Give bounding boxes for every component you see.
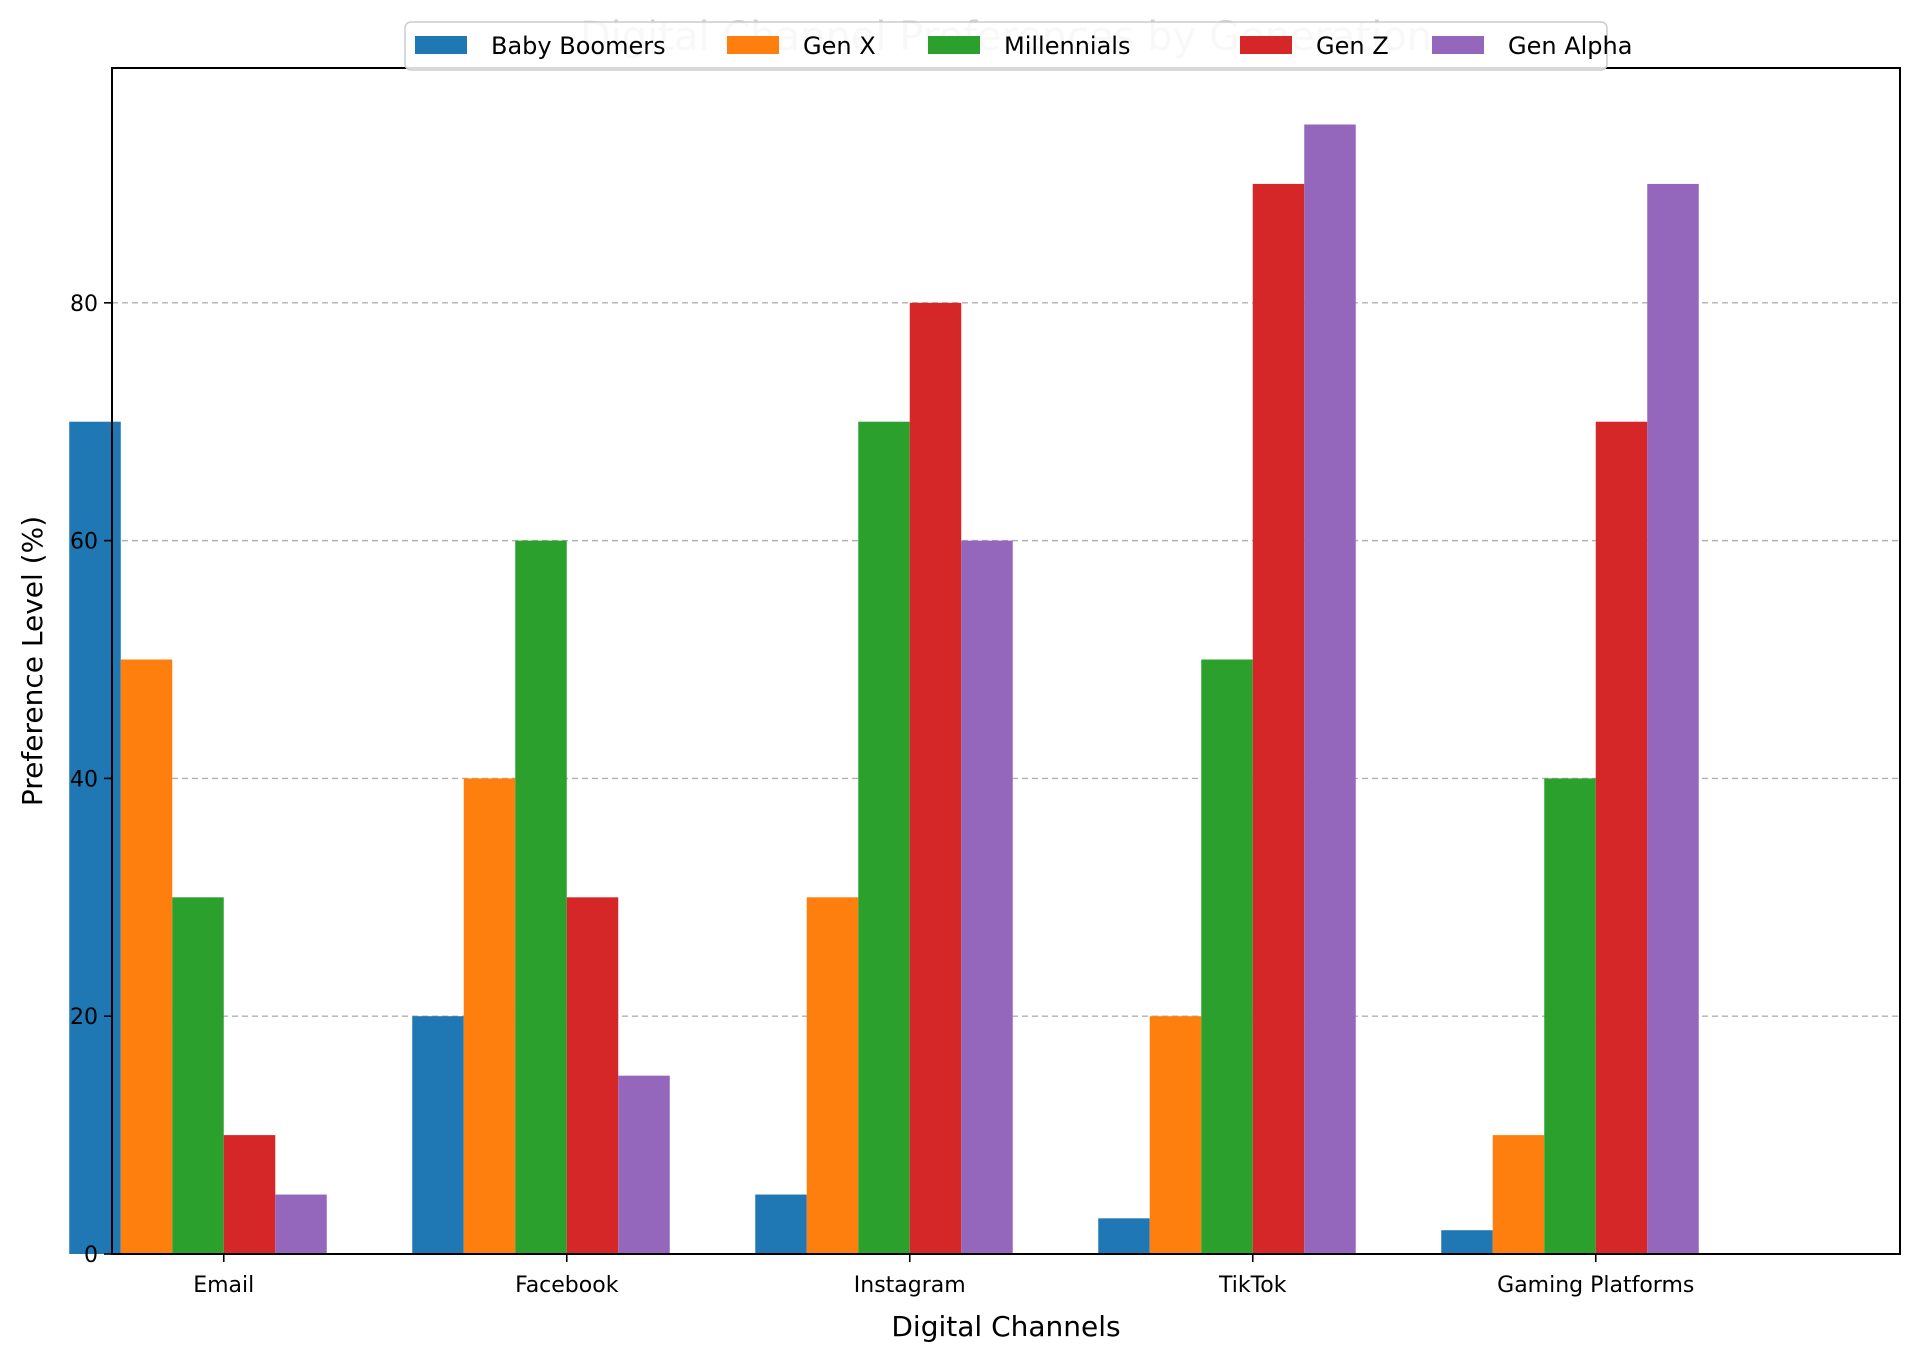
axis-ticks: 0 20 40 60 80 Email Facebook Instagram TikTok Gam…: [70, 292, 1694, 1298]
bar-baby-boomers-tiktok: [1098, 1218, 1150, 1254]
y-tick-label: 40: [70, 767, 98, 792]
bar-gen-z-gaming-platforms: [1595, 421, 1648, 1254]
legend-label-baby-boomers: Baby Boomers: [491, 32, 666, 60]
legend-swatch-millennials: [928, 36, 980, 54]
bar-gen-x-tiktok: [1149, 1016, 1202, 1254]
legend-swatch-gen-x: [727, 36, 779, 54]
bar-millennials-facebook: [515, 540, 567, 1254]
bar-millennials-tiktok: [1201, 659, 1253, 1254]
bar-gen-x-email: [120, 659, 173, 1254]
bar-gen-alpha-email: [275, 1194, 327, 1254]
bar-gen-x-instagram: [806, 897, 859, 1254]
bar-millennials-gaming-platforms: [1544, 778, 1596, 1254]
bar-gen-z-instagram: [909, 302, 962, 1255]
bar-gen-alpha-facebook: [618, 1075, 670, 1254]
bar-baby-boomers-instagram: [755, 1194, 807, 1254]
bars: [69, 124, 1699, 1255]
legend-swatch-gen-z: [1240, 36, 1292, 54]
x-tick-label: Facebook: [515, 1273, 619, 1298]
bar-baby-boomers-facebook: [412, 1016, 464, 1254]
bar-gen-z-tiktok: [1252, 183, 1305, 1254]
legend: Baby Boomers Gen X Millennials Gen Z Gen Alp…: [404, 21, 1632, 71]
y-tick-label: 80: [70, 292, 98, 317]
bar-gen-alpha-instagram: [961, 540, 1013, 1254]
legend-label-gen-alpha: Gen Alpha: [1508, 32, 1632, 60]
legend-label-gen-x: Gen X: [803, 32, 876, 60]
bar-millennials-instagram: [858, 421, 910, 1254]
bar-baby-boomers-gaming-platforms: [1441, 1230, 1493, 1254]
legend-box: [404, 21, 1608, 71]
y-axis-label: Preference Level (%): [16, 516, 49, 806]
x-tick-label: Instagram: [854, 1273, 966, 1298]
x-tick-label: TikTok: [1218, 1273, 1287, 1298]
legend-swatch-baby-boomers: [415, 36, 467, 54]
legend-label-millennials: Millennials: [1004, 32, 1130, 60]
bar-gen-alpha-tiktok: [1304, 124, 1356, 1254]
bar-gen-z-email: [223, 1135, 276, 1254]
y-tick-label: 20: [70, 1005, 98, 1030]
y-tick-label: 0: [84, 1243, 98, 1268]
x-tick-label: Gaming Platforms: [1497, 1273, 1694, 1298]
legend-swatch-gen-alpha: [1432, 36, 1484, 54]
bar-gen-x-gaming-platforms: [1492, 1135, 1545, 1254]
x-tick-label: Email: [193, 1273, 254, 1298]
bar-gen-z-facebook: [566, 897, 619, 1254]
bar-gen-alpha-gaming-platforms: [1647, 183, 1699, 1254]
y-tick-label: 60: [70, 530, 98, 555]
x-axis-label: Digital Channels: [891, 1310, 1120, 1343]
bar-millennials-email: [172, 897, 224, 1254]
bar-gen-x-facebook: [463, 778, 516, 1254]
legend-label-gen-z: Gen Z: [1316, 32, 1389, 60]
